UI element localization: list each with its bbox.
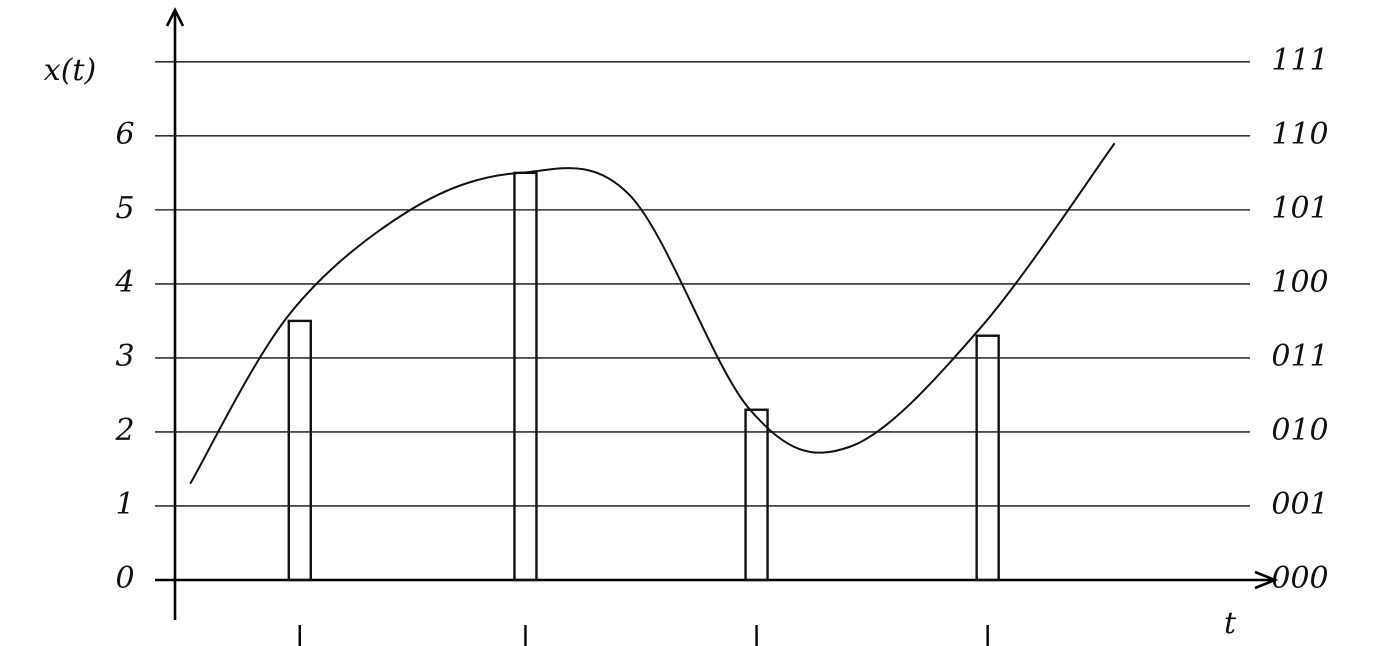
signal-curve: [189, 142, 1116, 485]
y2-tick-label: 011: [1271, 339, 1328, 374]
y2-tick-label: 101: [1271, 191, 1328, 226]
y-tick-label: 4: [114, 265, 134, 300]
y-tick-label: 1: [115, 487, 134, 522]
sample-bar: [513, 171, 538, 582]
y2-tick-label: 010: [1271, 413, 1328, 448]
y-tick-label: 5: [115, 191, 134, 226]
sample-bar: [287, 319, 312, 582]
sample-bar: [975, 334, 1000, 582]
y2-tick-label: 100: [1271, 265, 1328, 300]
y-tick-label: 6: [115, 117, 134, 152]
x-axis: [155, 570, 1279, 590]
y2-tick-label: 001: [1271, 487, 1328, 522]
y-tick-label: 2: [114, 413, 134, 448]
y-tick-label: 3: [115, 339, 134, 374]
x-axis-label: t: [1224, 606, 1237, 641]
y-tick-label: 0: [115, 561, 134, 596]
y-axis-label: x(t): [44, 53, 96, 88]
sample-bar: [744, 408, 769, 582]
y2-tick-label: 110: [1271, 117, 1328, 152]
y2-tick-label: 000: [1271, 561, 1328, 596]
y-axis: [165, 7, 185, 620]
y2-tick-label: 111: [1271, 43, 1328, 78]
